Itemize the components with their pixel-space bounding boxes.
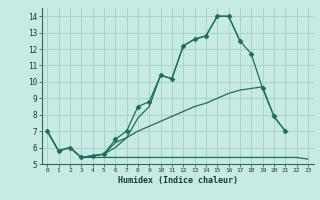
X-axis label: Humidex (Indice chaleur): Humidex (Indice chaleur) (118, 176, 237, 185)
